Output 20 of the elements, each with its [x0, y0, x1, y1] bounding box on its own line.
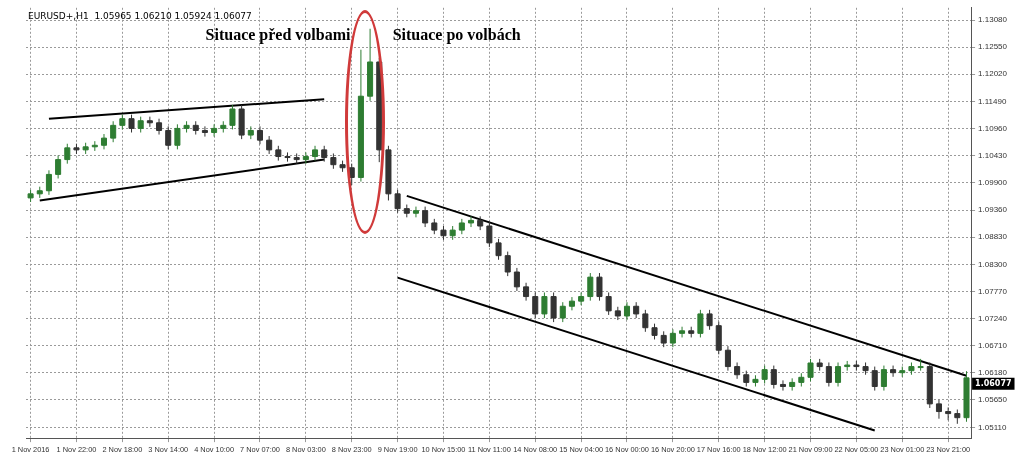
- y-tick-label: 1.06710: [978, 340, 1008, 350]
- y-tick-label: 1.06180: [978, 367, 1008, 377]
- y-tick-label: 1.12020: [978, 69, 1008, 79]
- annotation: Situace po volbách: [392, 25, 521, 44]
- y-tick-label: 1.07240: [978, 313, 1008, 323]
- y-tick-label: 1.08300: [978, 259, 1008, 269]
- y-tick-label: 1.13080: [978, 15, 1008, 25]
- y-tick-label: 1.08830: [978, 232, 1008, 242]
- y-tick-label: 1.09360: [978, 205, 1008, 215]
- y-tick-label: 1.11490: [978, 96, 1007, 106]
- annotation: Situace před volbami: [205, 25, 352, 44]
- y-tick-label: 1.05110: [978, 422, 1007, 432]
- y-tick-label: 1.05650: [978, 394, 1008, 404]
- y-tick-label: 1.07770: [978, 286, 1008, 296]
- annotation: EURUSD+,H1 1.05965 1.06210 1.05924 1.06077: [28, 10, 252, 21]
- y-tick-label: 1.09900: [978, 177, 1008, 187]
- y-tick-label: 1.12550: [978, 42, 1008, 52]
- y-tick-label: 1.10960: [978, 123, 1008, 133]
- y-tick-label: 1.10430: [978, 150, 1008, 160]
- text: 1.06077: [975, 378, 1012, 388]
